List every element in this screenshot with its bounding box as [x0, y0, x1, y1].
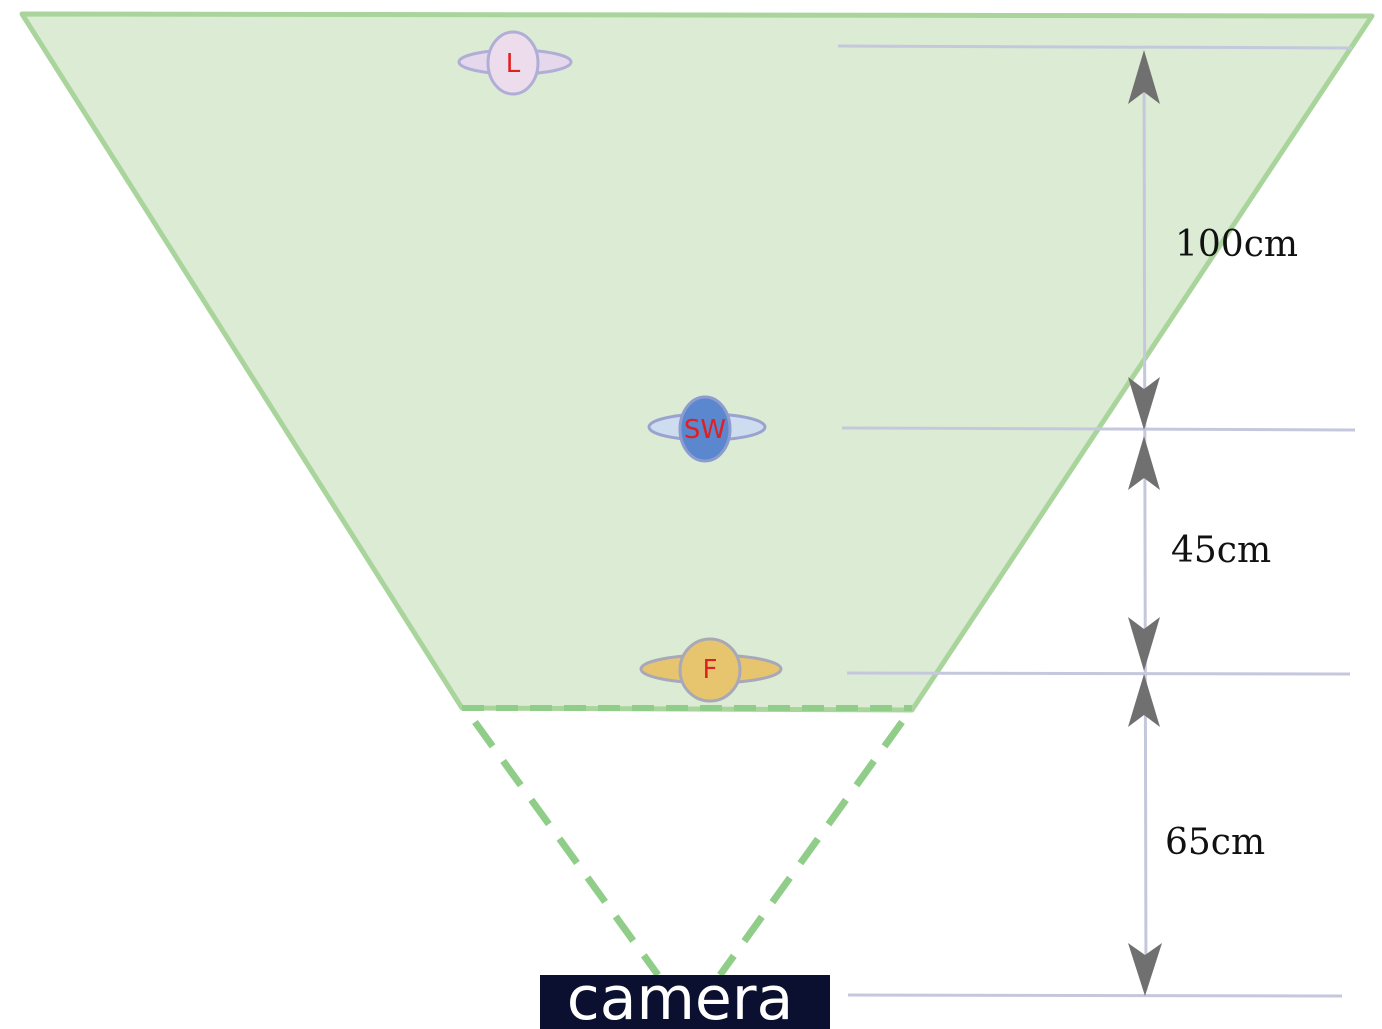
arrowhead-up-f	[1128, 674, 1160, 727]
camera-box	[540, 975, 830, 1029]
guide-line-f	[846, 671, 1351, 676]
arrowhead-down-camera	[1128, 943, 1162, 996]
person-f: F	[639, 637, 783, 703]
arrowhead-up-sw	[1128, 436, 1160, 490]
camera-label: camera	[567, 964, 794, 1029]
distance-label-45cm: 45cm	[1171, 530, 1271, 571]
person-f-body	[678, 637, 742, 703]
person-l: L	[457, 30, 573, 96]
camera: camera	[540, 964, 830, 1029]
arrowhead-up-top	[1128, 50, 1160, 104]
dimension-vertical-line	[1142, 59, 1148, 991]
right-frustum-dashed-line	[717, 719, 905, 978]
person-l-label: L	[506, 49, 521, 79]
person-f-label: F	[703, 655, 718, 685]
distance-label-100cm: 100cm	[1175, 224, 1298, 265]
field-of-view-area	[19, 11, 1375, 713]
person-sw-body	[678, 395, 732, 463]
guide-line-camera	[847, 993, 1343, 998]
guide-line-sw	[841, 426, 1356, 432]
person-sw-label: SW	[684, 415, 726, 445]
left-frustum-dashed-line	[472, 719, 661, 978]
arrowhead-down-sw	[1128, 377, 1160, 430]
person-sw: SW	[647, 395, 767, 463]
guide-line-l	[837, 44, 1353, 50]
distance-label-65cm: 65cm	[1165, 822, 1265, 863]
person-l-body	[486, 30, 540, 96]
arrowhead-down-f	[1128, 617, 1160, 671]
